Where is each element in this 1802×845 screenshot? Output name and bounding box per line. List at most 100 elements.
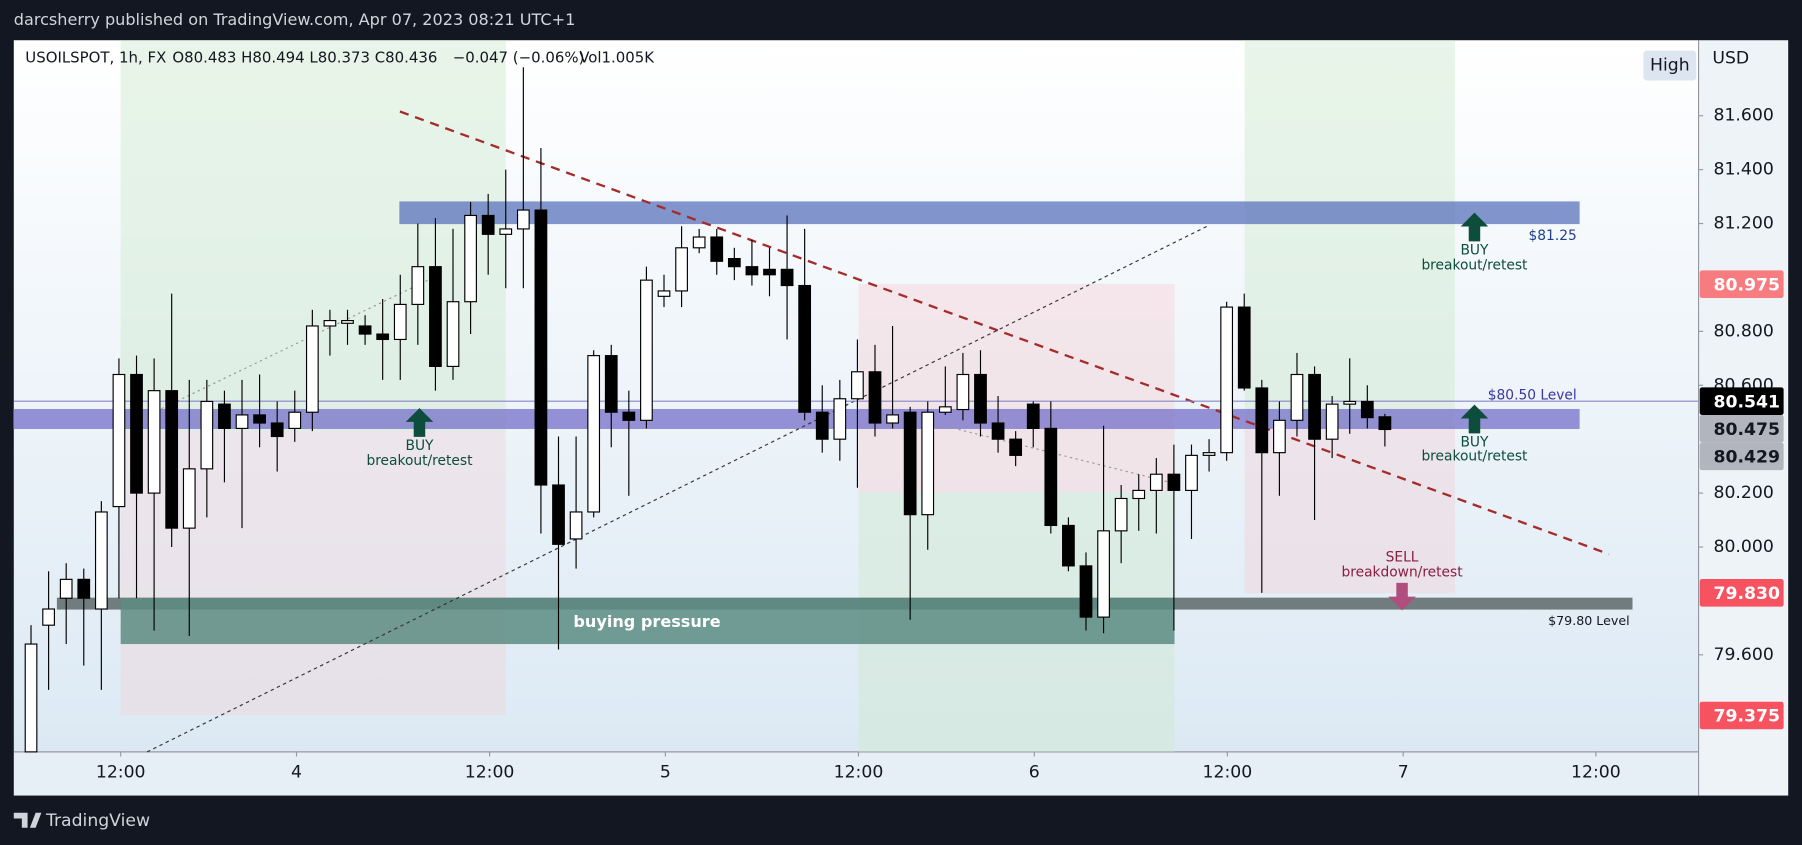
candle-body [323,320,337,327]
buying-zone [120,598,1175,645]
candle-body [851,371,864,400]
candle-body [305,325,319,413]
candle-body [534,209,548,486]
sell-arrow [1388,582,1416,611]
candle-body [411,266,425,305]
candle-body [429,266,442,367]
price-badge [1699,579,1784,607]
x-tick-label: 12:00 [834,763,884,783]
candle-body [1378,416,1392,431]
y-tick-label: 81.600 [1714,106,1774,126]
x-tick-label: 5 [660,763,671,783]
signal-note: breakout/retest [1421,258,1528,274]
level-label: $79.80 Level [1548,613,1630,628]
candle-body [745,266,759,276]
y-tick-label: 80.000 [1714,537,1774,557]
candle-body [481,214,495,235]
candle-body [692,236,706,249]
candle-body [165,390,179,529]
candle-body [499,228,513,235]
candle-body [446,301,460,367]
candle-body [833,398,847,440]
candle-body [77,578,91,599]
candle-body [710,236,724,262]
candle-body [587,355,601,513]
buy-arrow [1460,404,1489,434]
publisher: darcsherry published on TradingView.com,… [14,10,576,29]
candle-body [1079,565,1093,618]
signal-note: breakout/retest [1421,448,1528,464]
y-tick-label: 81.200 [1714,214,1774,234]
signal-action: BUY [405,438,434,454]
x-tick-label: 6 [1029,763,1040,783]
candle-body [1026,403,1040,429]
candle-body [552,484,565,545]
candle-body [1149,473,1163,491]
candle-body [358,325,372,335]
candle-body [1255,387,1269,454]
ohlc: O80.483 H80.494 L80.373 C80.436 [172,49,437,67]
signal-action: BUY [1460,435,1489,451]
long-stop [120,431,506,716]
x-tick-label: 4 [291,763,302,783]
price-badge-label: 80.475 [1714,420,1781,440]
y-tick-label: 80.800 [1714,321,1774,341]
candle-body [903,411,917,516]
price-badge-label: 79.830 [1714,584,1781,604]
candle-body [1062,524,1075,567]
level-zone [13,408,1580,429]
candle-body [921,411,935,516]
range-button-label[interactable]: High [1650,56,1690,76]
candles [24,67,1392,753]
range-button[interactable] [1643,50,1697,81]
level-label: $81.25 [1529,228,1577,244]
time-axis [13,751,1699,796]
candle-body [24,643,38,753]
candle-body [1308,373,1321,440]
candle-body [270,422,284,438]
candle-body [886,414,899,424]
x-tick-label: 12:00 [465,763,515,783]
candle-body [1097,530,1110,618]
candle-body [974,373,987,424]
signals: BUY breakout/retest BUY breakout/retest … [366,212,1528,611]
candle-body [182,468,196,529]
candle-body [200,400,214,470]
candle-body [640,279,653,421]
price-badge [1699,414,1784,443]
candle-body [235,414,249,429]
candle-body [1273,419,1286,454]
candle-body [569,511,583,540]
price-badge-label: 80.975 [1714,275,1781,295]
change: −0.047 (−0.06%) [453,49,585,67]
zone-label: buying pressure [573,612,720,631]
candle-body [94,511,108,610]
candle-body [341,320,354,324]
candle-body [622,411,636,421]
brand: TradingView [45,811,150,831]
signal-note: breakdown/retest [1341,565,1463,581]
candle-body [218,403,231,429]
candle-body [868,371,882,424]
candle-body [288,411,302,429]
price-badge [1699,387,1784,415]
price-badge [1699,701,1784,730]
y-tick-label: 79.600 [1714,645,1774,665]
symbol: USOILSPOT, 1h, FX [25,49,166,67]
candle-body [1325,403,1339,440]
signal-action: SELL [1386,550,1419,566]
candle-body [59,578,73,599]
candle-body [130,373,143,494]
candle-body [1132,489,1146,500]
candle-body [1220,306,1234,454]
y-tick-label: 80.200 [1714,483,1774,503]
buy-arrow [1460,212,1489,242]
candle-body [763,268,776,276]
candle-body [991,422,1005,440]
candle-body [1237,306,1251,389]
signal-action: BUY [1460,243,1489,259]
candle-body [1343,400,1357,405]
level-zone [399,201,1580,225]
candle-body [798,284,812,413]
